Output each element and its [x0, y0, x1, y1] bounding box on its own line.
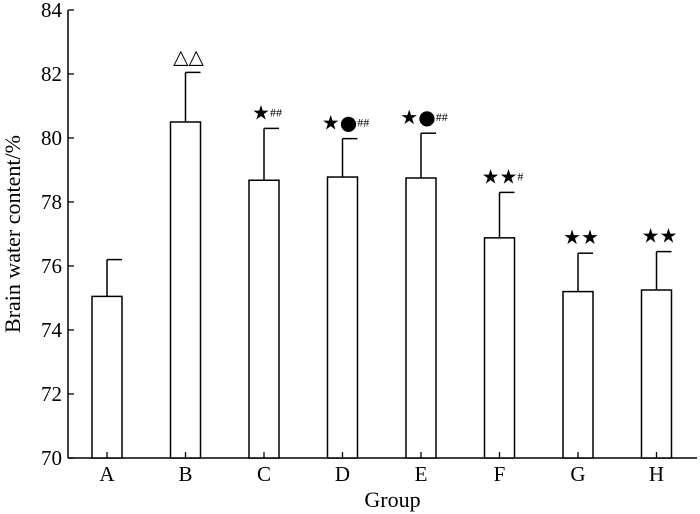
- annotation-symbols: ★●: [400, 105, 435, 129]
- annotation-symbols: ★★: [482, 164, 518, 188]
- annotation-symbols: △△: [173, 44, 204, 68]
- annotation-symbols: ★: [252, 100, 270, 124]
- y-axis-label: Brain water content/%: [0, 135, 25, 333]
- y-tick-label: 76: [41, 254, 62, 278]
- y-tick-label: 82: [41, 62, 62, 86]
- significance-annotation: ★★#: [482, 164, 524, 188]
- annotation-hash: ##: [270, 105, 282, 119]
- x-tick-label: G: [570, 462, 585, 486]
- annotation-symbols: ★★: [642, 224, 678, 248]
- x-tick-label: D: [335, 462, 350, 486]
- annotation-hash: ##: [357, 116, 369, 130]
- bar: [248, 179, 280, 459]
- annotation-hash: ##: [436, 110, 448, 124]
- significance-annotation: ★●##: [400, 105, 447, 129]
- y-tick-label: 80: [41, 126, 62, 150]
- bar: [562, 290, 594, 459]
- bar: [640, 289, 673, 459]
- x-tick-label: F: [494, 462, 506, 486]
- x-tick-label: A: [99, 462, 115, 486]
- y-tick-label: 84: [41, 0, 63, 22]
- x-tick-label: B: [178, 462, 192, 486]
- significance-annotation: ★★: [563, 225, 599, 249]
- bar: [405, 177, 437, 459]
- y-tick-label: 74: [41, 318, 63, 342]
- bar: [326, 176, 359, 459]
- y-tick-label: 78: [41, 190, 62, 214]
- significance-annotation: ★★: [642, 224, 678, 248]
- annotation-symbols: ★★: [563, 225, 599, 249]
- significance-annotation: ★●##: [322, 111, 369, 135]
- x-tick-label: E: [415, 462, 428, 486]
- x-tick-label: H: [649, 462, 664, 486]
- y-tick-label: 72: [41, 382, 62, 406]
- bar: [483, 237, 516, 459]
- x-axis-label: Group: [364, 487, 420, 512]
- bar: [169, 121, 202, 459]
- y-tick-label: 70: [41, 446, 62, 470]
- annotation-hash: #: [517, 169, 523, 183]
- bar: [91, 295, 123, 459]
- annotation-symbols: ★●: [322, 111, 357, 135]
- significance-annotation: ★##: [252, 100, 282, 124]
- significance-annotation: △△: [173, 44, 204, 68]
- x-tick-label: C: [257, 462, 271, 486]
